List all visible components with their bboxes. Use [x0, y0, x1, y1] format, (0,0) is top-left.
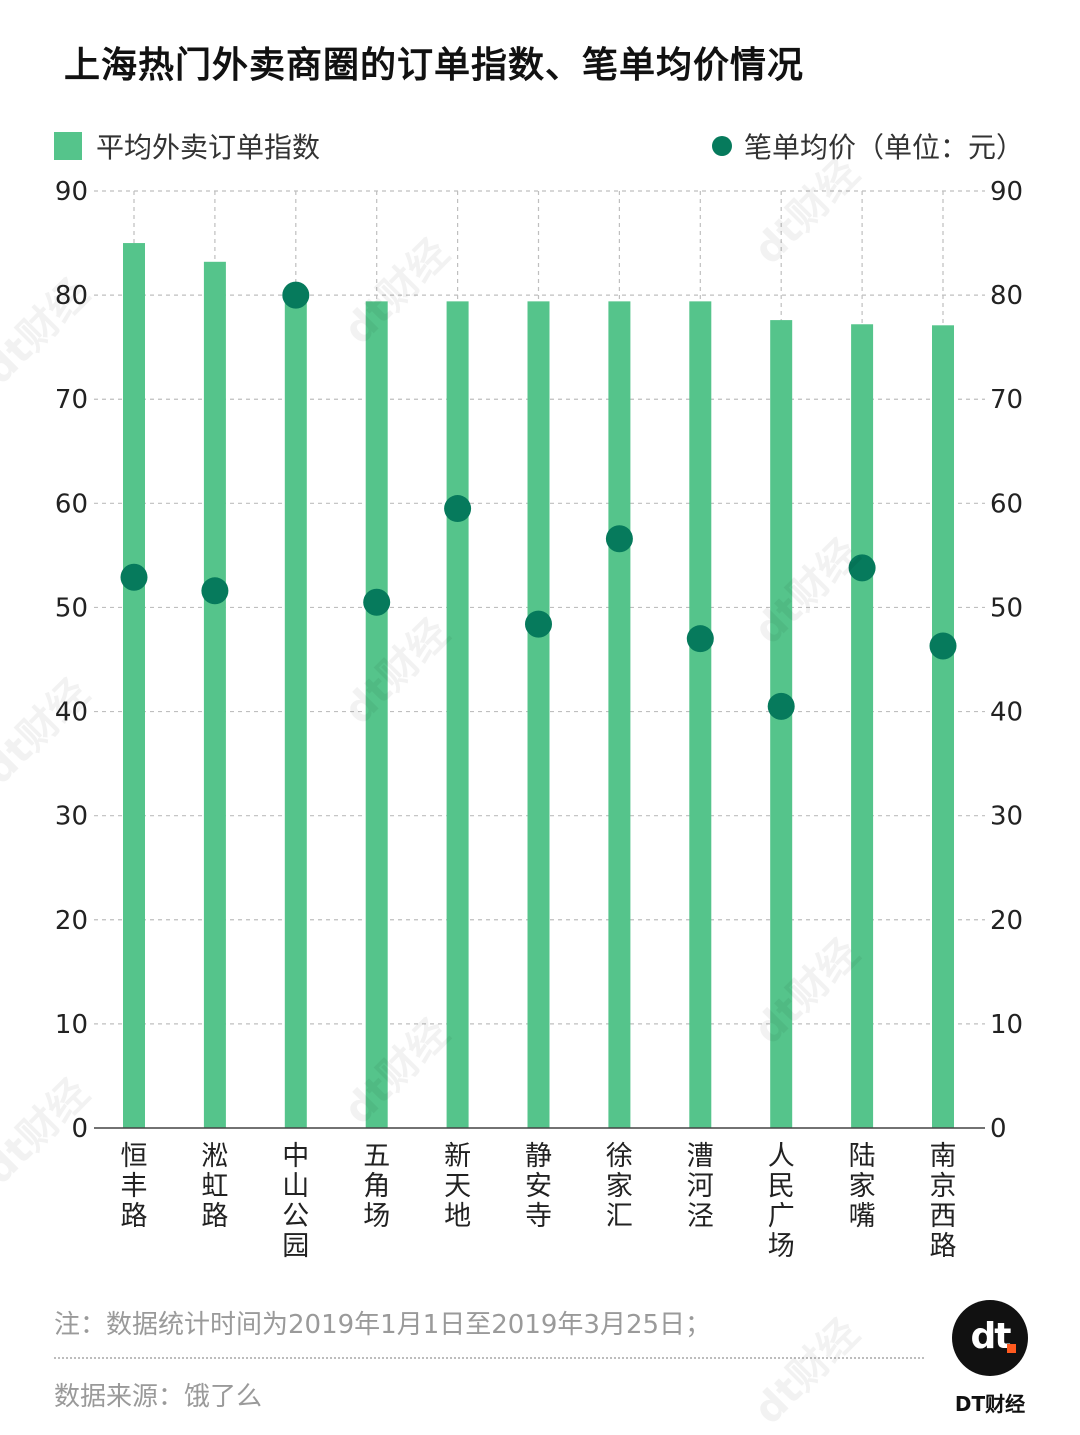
- legend-bar: 平均外卖订单指数: [54, 128, 320, 164]
- dot-恒丰路: [120, 563, 148, 591]
- dot-静安寺: [525, 610, 552, 638]
- y-tick-left-30: 30: [55, 802, 88, 832]
- x-tick-label: 南京西路: [930, 1141, 957, 1262]
- footnote-divider: [54, 1357, 924, 1359]
- y-tick-right-60: 60: [990, 489, 1023, 519]
- x-tick-label: 新天地: [444, 1141, 471, 1232]
- dot-陆家嘴: [848, 554, 876, 582]
- bar-中山公园: [284, 295, 307, 1129]
- brand-name: DT财经: [954, 1392, 1026, 1416]
- dt-logo-icon: dt: [952, 1300, 1028, 1376]
- logo-text: dt: [970, 1316, 1012, 1357]
- x-tick-label: 淞虹路: [201, 1141, 228, 1232]
- x-tick-label: 中山公园: [282, 1141, 309, 1262]
- bar-人民广场: [770, 320, 793, 1128]
- y-tick-right-30: 30: [990, 802, 1023, 832]
- y-tick-left-80: 80: [55, 281, 88, 311]
- y-tick-left-50: 50: [55, 593, 88, 623]
- y-tick-right-70: 70: [990, 385, 1023, 415]
- y-tick-left-70: 70: [55, 385, 88, 415]
- dot-新天地: [444, 495, 472, 523]
- legend-dot-marker: [711, 136, 732, 156]
- y-tick-right-90: 90: [990, 177, 1023, 207]
- y-tick-right-20: 20: [990, 906, 1023, 936]
- y-tick-left-0: 0: [71, 1114, 88, 1144]
- legend-bar-swatch: [54, 132, 82, 160]
- y-tick-left-60: 60: [55, 489, 88, 519]
- bar-漕河泾: [689, 301, 712, 1128]
- x-tick-label: 五角场: [363, 1141, 390, 1232]
- y-tick-right-10: 10: [990, 1010, 1023, 1040]
- dot-人民广场: [767, 692, 795, 720]
- dot-淞虹路: [201, 577, 229, 605]
- bar-新天地: [446, 301, 469, 1128]
- data-source: 数据来源：饿了么: [54, 1382, 263, 1412]
- dot-徐家汇: [605, 525, 633, 553]
- bar-徐家汇: [608, 301, 631, 1128]
- bar-南京西路: [932, 325, 954, 1128]
- y-tick-right-40: 40: [990, 698, 1023, 728]
- y-tick-right-50: 50: [990, 593, 1023, 623]
- dot-南京西路: [929, 632, 957, 660]
- y-tick-right-0: 0: [990, 1114, 1007, 1144]
- y-tick-right-80: 80: [990, 281, 1023, 311]
- bar-五角场: [365, 301, 388, 1128]
- dot-漕河泾: [686, 625, 714, 653]
- bar-陆家嘴: [851, 324, 874, 1128]
- bar-淞虹路: [203, 261, 226, 1129]
- y-tick-left-20: 20: [55, 906, 88, 936]
- dot-中山公园: [282, 281, 310, 309]
- x-tick-label: 恒丰路: [121, 1141, 148, 1232]
- x-tick-label: 徐家汇: [606, 1141, 633, 1232]
- y-tick-left-90: 90: [55, 177, 88, 207]
- logo-accent-dot: [1007, 1344, 1016, 1353]
- watermark-9: dt财经: [745, 1310, 869, 1434]
- dot-五角场: [363, 588, 391, 616]
- x-tick-label: 陆家嘴: [849, 1141, 876, 1232]
- y-tick-left-10: 10: [55, 1010, 88, 1040]
- legend-bar-label: 平均外卖订单指数: [96, 131, 321, 164]
- footnote: 注：数据统计时间为2019年1月1日至2019年3月25日；: [54, 1310, 712, 1340]
- bar-恒丰路: [123, 243, 145, 1129]
- legend-dot: 笔单均价（单位：元）: [711, 128, 1024, 164]
- chart-area: 0 0 10 10 20 20 30 30 40 40 50 50 60 60 70 70 80 80 90 90 恒丰…: [55, 177, 1023, 1262]
- x-tick-label: 漕河泾: [687, 1141, 714, 1232]
- legend-dot-label: 笔单均价（单位：元）: [743, 131, 1024, 164]
- chart-title: 上海热门外卖商圈的订单指数、笔单均价情况: [64, 45, 805, 86]
- x-tick-label: 静安寺: [525, 1141, 552, 1232]
- x-tick-label: 人民广场: [768, 1141, 795, 1262]
- y-tick-left-40: 40: [55, 698, 88, 728]
- bar-静安寺: [527, 301, 550, 1128]
